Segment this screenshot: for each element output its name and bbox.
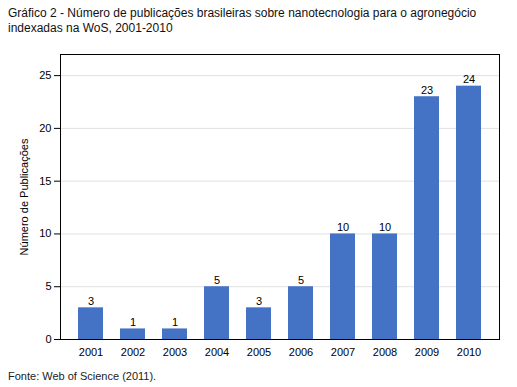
svg-text:2002: 2002: [121, 346, 145, 358]
svg-text:2004: 2004: [205, 346, 229, 358]
svg-text:2001: 2001: [79, 346, 103, 358]
svg-text:3: 3: [88, 295, 94, 307]
svg-text:25: 25: [39, 69, 51, 81]
svg-text:2006: 2006: [289, 346, 313, 358]
svg-text:20: 20: [39, 122, 51, 134]
svg-text:24: 24: [463, 73, 475, 85]
svg-text:15: 15: [39, 175, 51, 187]
svg-text:1: 1: [172, 316, 178, 328]
svg-text:0: 0: [45, 333, 51, 345]
html-text:Fonte: Web of Science (2011).: Fonte: Web of Science (2011).: [8, 370, 157, 382]
svg-text:1: 1: [130, 316, 136, 328]
svg-text:Número de Publicações: Número de Publicações: [18, 138, 30, 255]
svg-text:2007: 2007: [331, 346, 355, 358]
svg-text:2010: 2010: [457, 346, 481, 358]
svg-text:10: 10: [337, 221, 349, 233]
html-text:Gráfico 2 - Número de publicaç: Gráfico 2 - Número de publicações brasil…: [8, 6, 477, 35]
svg-text:5: 5: [298, 274, 304, 286]
svg-text:3: 3: [256, 295, 262, 307]
svg-text:5: 5: [45, 280, 51, 292]
svg-text:2005: 2005: [247, 346, 271, 358]
svg-text:2003: 2003: [163, 346, 187, 358]
svg-text:10: 10: [379, 221, 391, 233]
svg-text:5: 5: [214, 274, 220, 286]
svg-text:23: 23: [421, 84, 433, 96]
svg-text:10: 10: [39, 227, 51, 239]
svg-text:2009: 2009: [415, 346, 439, 358]
svg-text:2008: 2008: [373, 346, 397, 358]
